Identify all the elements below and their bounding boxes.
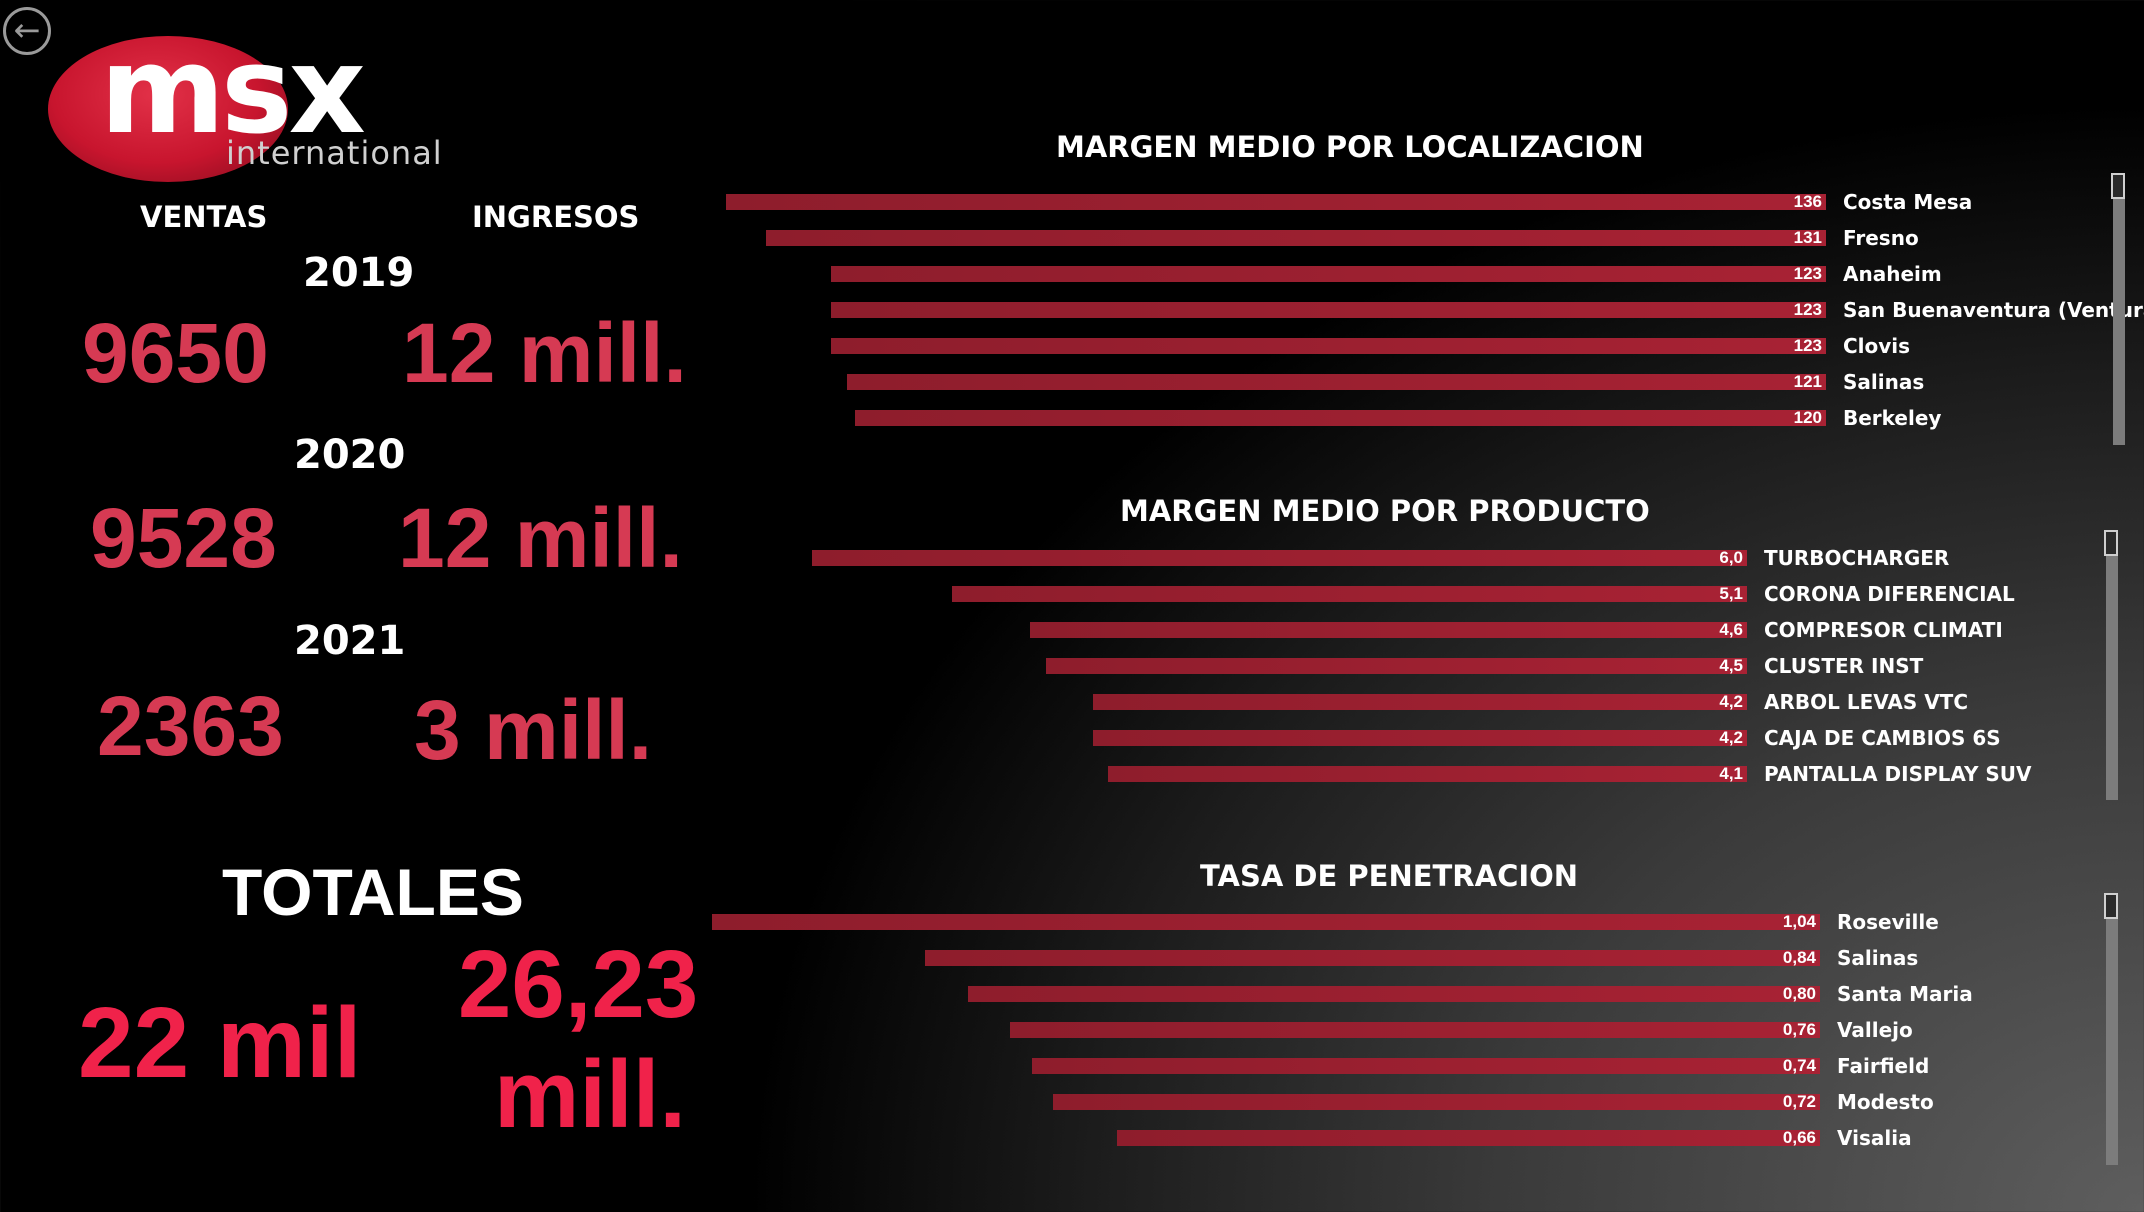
category-label: Salinas	[1837, 946, 1919, 970]
bar[interactable]	[712, 914, 1820, 930]
scrollbar-thumb[interactable]	[2104, 530, 2118, 556]
category-label: San Buenaventura (Ventura)	[1843, 298, 2144, 322]
data-label: 5,1	[1719, 584, 1743, 603]
ventas-value: 9650	[82, 306, 269, 400]
ventas-value: 9528	[90, 491, 277, 585]
data-label: 123	[1793, 300, 1822, 319]
bar[interactable]	[967, 986, 1820, 1002]
data-label: 0,72	[1782, 1092, 1816, 1111]
bar[interactable]	[1010, 1022, 1820, 1038]
arrow-left-circle-icon: ←	[13, 11, 41, 49]
bar[interactable]	[726, 194, 1826, 210]
data-label: 0,66	[1782, 1128, 1816, 1147]
data-label: 1,04	[1782, 912, 1816, 931]
category-label: Berkeley	[1843, 406, 1942, 430]
category-label: Modesto	[1837, 1090, 1934, 1114]
data-label: 131	[1793, 228, 1822, 247]
data-label: 136	[1793, 192, 1822, 211]
data-label: 4,5	[1719, 656, 1743, 675]
bar[interactable]	[812, 550, 1747, 566]
ingresos-header: INGRESOS	[472, 200, 640, 234]
category-label: TURBOCHARGER	[1764, 546, 1950, 570]
msx-logo: msx international	[48, 22, 448, 183]
bar[interactable]	[831, 266, 1826, 282]
category-label: Roseville	[1837, 910, 1939, 934]
bar[interactable]	[831, 338, 1826, 354]
chart-scrollbar[interactable]	[2111, 173, 2125, 445]
data-label: 4,1	[1719, 764, 1743, 783]
bar[interactable]	[1031, 1058, 1820, 1074]
totales-title: TOTALES	[222, 855, 524, 929]
ingresos-value: 12 mill.	[398, 491, 683, 585]
year-label: 2019	[303, 250, 415, 296]
data-label: 0,80	[1782, 984, 1816, 1003]
bar[interactable]	[1116, 1130, 1820, 1146]
data-label: 0,76	[1782, 1020, 1816, 1039]
bar[interactable]	[1092, 730, 1747, 746]
chart-scrollbar[interactable]	[2104, 530, 2118, 800]
category-label: CORONA DIFERENCIAL	[1764, 582, 2015, 606]
bar[interactable]	[1108, 766, 1747, 782]
bar[interactable]	[1052, 1094, 1820, 1110]
year-label: 2020	[294, 432, 406, 478]
category-label: Visalia	[1837, 1126, 1912, 1150]
logo-subtitle: international	[226, 134, 443, 172]
data-label: 123	[1793, 264, 1822, 283]
data-label: 123	[1793, 336, 1822, 355]
bar[interactable]	[847, 374, 1826, 390]
bar[interactable]	[925, 950, 1820, 966]
category-label: ARBOL LEVAS VTC	[1764, 690, 1969, 714]
bar[interactable]	[1045, 658, 1747, 674]
data-label: 121	[1793, 372, 1822, 391]
total-ingresos-line2: mill.	[494, 1041, 687, 1148]
category-label: Fresno	[1843, 226, 1919, 250]
bar[interactable]	[1030, 622, 1747, 638]
data-label: 0,84	[1782, 948, 1816, 967]
category-label: COMPRESOR CLIMATI	[1764, 618, 2003, 642]
category-label: Santa Maria	[1837, 982, 1973, 1006]
scrollbar-thumb[interactable]	[2104, 893, 2118, 919]
bar[interactable]	[831, 302, 1826, 318]
year-label: 2021	[294, 618, 406, 664]
category-label: Anaheim	[1843, 262, 1942, 286]
bar[interactable]	[855, 410, 1826, 426]
bar[interactable]	[1092, 694, 1747, 710]
chart-title-localizacion: MARGEN MEDIO POR LOCALIZACION	[1056, 130, 1644, 164]
data-label: 6,0	[1719, 548, 1743, 567]
bar[interactable]	[766, 230, 1826, 246]
chart-scrollbar[interactable]	[2104, 893, 2118, 1165]
ingresos-value: 3 mill.	[414, 683, 653, 777]
ventas-value: 2363	[97, 679, 284, 773]
bar[interactable]	[952, 586, 1747, 602]
category-label: Vallejo	[1837, 1018, 1913, 1042]
back-button[interactable]: ←	[3, 7, 51, 55]
total-ventas: 22 mil	[78, 987, 362, 1099]
scrollbar-thumb[interactable]	[2111, 173, 2125, 199]
category-label: Fairfield	[1837, 1054, 1930, 1078]
data-label: 4,2	[1719, 728, 1743, 747]
category-label: Costa Mesa	[1843, 190, 1973, 214]
data-label: 120	[1793, 408, 1822, 427]
logo-ball	[48, 36, 288, 182]
chart-title-penetracion: TASA DE PENETRACION	[1200, 859, 1579, 893]
data-label: 4,6	[1719, 620, 1743, 639]
total-ingresos-line1: 26,23	[458, 931, 699, 1038]
data-label: 4,2	[1719, 692, 1743, 711]
ventas-header: VENTAS	[140, 200, 268, 234]
category-label: CAJA DE CAMBIOS 6S	[1764, 726, 2001, 750]
category-label: CLUSTER INST	[1764, 654, 1924, 678]
chart-title-producto: MARGEN MEDIO POR PRODUCTO	[1120, 494, 1650, 528]
category-label: Salinas	[1843, 370, 1925, 394]
category-label: PANTALLA DISPLAY SUV	[1764, 762, 2032, 786]
category-label: Clovis	[1843, 334, 1911, 358]
ingresos-value: 12 mill.	[402, 306, 687, 400]
logo-brand: msx	[100, 22, 366, 161]
data-label: 0,74	[1782, 1056, 1816, 1075]
